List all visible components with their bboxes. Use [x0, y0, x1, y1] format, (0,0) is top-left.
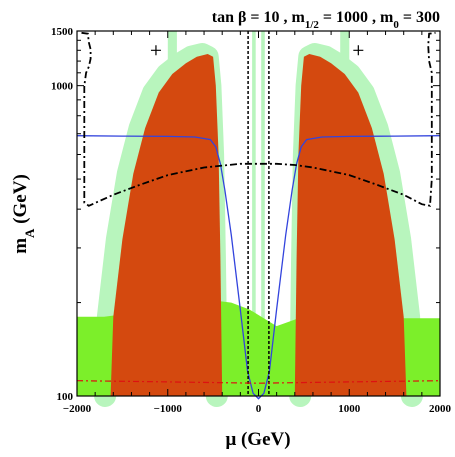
- line-layer: [76, 31, 441, 400]
- tick-layer: −2000 −1000 0 1000 2000 100 1000 1500: [51, 26, 452, 415]
- x-tick-label: 1000: [338, 403, 361, 415]
- light-green-strip-2: [167, 31, 177, 62]
- y-tick-label: 1500: [51, 26, 74, 38]
- chart-title: tan β = 10 , m1/2 = 1000 , m0 = 300: [212, 9, 440, 31]
- curve-red-dashdot-4: [76, 380, 441, 384]
- region-orange-left: [110, 54, 223, 396]
- y-axis-label: mA (GeV): [10, 174, 37, 254]
- y-tick-label: 100: [57, 391, 74, 403]
- light-green-strip-3: [340, 31, 350, 62]
- y-tick-label: 1000: [51, 81, 74, 93]
- x-tick-label: 0: [256, 403, 262, 415]
- x-tick-label: −2000: [63, 403, 92, 415]
- light-green-strip-0: [252, 31, 256, 396]
- fill-layer: [77, 31, 440, 407]
- curve-blue-solid-0: [76, 135, 441, 400]
- x-tick-label: −1000: [154, 403, 183, 415]
- marker-plus-1: [353, 45, 364, 56]
- curve-black-dashdot-1: [81, 31, 436, 207]
- x-axis-label: μ (GeV): [225, 429, 290, 450]
- light-green-strip-1: [261, 31, 265, 396]
- x-tick-label: 2000: [429, 403, 452, 415]
- marker-plus-0: [150, 45, 161, 56]
- region-orange-right: [294, 54, 407, 396]
